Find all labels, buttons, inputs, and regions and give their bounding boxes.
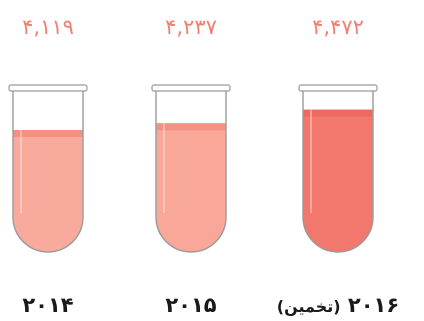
tube-surface-3 — [303, 109, 373, 117]
year-note: (تخمین) — [277, 297, 341, 316]
value-label-1: ۴,۱۱۹ — [22, 15, 74, 39]
tube-surface-2 — [156, 123, 226, 131]
tube-glass-2 — [155, 88, 227, 253]
tubes-layer — [8, 84, 378, 253]
value-label-3: ۴,۴۷۲ — [312, 15, 364, 39]
labels-layer: ۴,۱۱۹ ۲۰۱۴ ۴,۲۳۷ ۲۰۱۵ ۴,۴۷۲ ۲۰۱۶ (تخمین) — [22, 15, 399, 317]
year-label-2: ۲۰۱۵ — [165, 293, 216, 317]
tube-glass-1 — [12, 88, 84, 253]
value-label-2: ۴,۲۳۷ — [165, 15, 217, 39]
tube-liquid-2 — [156, 123, 226, 252]
tube-liquid-1 — [13, 130, 83, 252]
tube-rim-1 — [8, 84, 88, 92]
tube-glass-3 — [302, 88, 374, 253]
year-label-3: ۲۰۱۶ (تخمین) — [277, 293, 399, 317]
tube-surface-1 — [13, 130, 83, 138]
year-label-1: ۲۰۱۴ — [22, 293, 73, 317]
year-value: ۲۰۱۶ — [341, 293, 400, 317]
tube-liquid-3 — [303, 109, 373, 253]
tube-rim-3 — [298, 84, 378, 92]
tube-rim-2 — [151, 84, 231, 92]
